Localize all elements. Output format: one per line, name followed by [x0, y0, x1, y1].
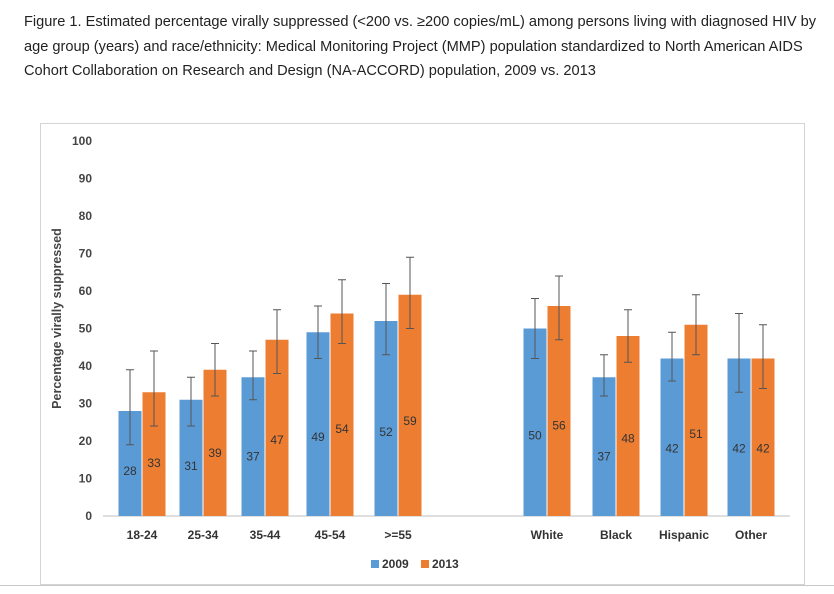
x-tick-label: Other — [735, 528, 767, 542]
bar-2013-Hispanic — [684, 324, 708, 516]
x-tick-label: 35-44 — [250, 528, 281, 542]
bar-2009-35-44 — [241, 377, 265, 516]
data-label: 54 — [335, 422, 349, 436]
x-tick-label: >=55 — [384, 528, 412, 542]
data-label: 51 — [689, 427, 703, 441]
data-label: 56 — [552, 419, 566, 433]
bar-2009-White — [523, 328, 547, 516]
data-label: 48 — [621, 432, 635, 446]
data-label: 33 — [147, 456, 161, 470]
data-label: 47 — [270, 433, 284, 447]
data-label: 37 — [597, 449, 611, 463]
data-label: 52 — [379, 425, 393, 439]
legend-swatch-2009 — [371, 560, 379, 568]
y-axis-label: Percentage virally suppressed — [50, 228, 64, 409]
data-label: 37 — [246, 449, 260, 463]
x-tick-label: White — [531, 528, 564, 542]
figure-title: Figure 1. Estimated percentage virally s… — [24, 14, 817, 79]
data-label: 31 — [184, 459, 198, 473]
data-label: 42 — [756, 441, 770, 455]
y-tick-label: 10 — [79, 472, 93, 486]
bar-2009-Other — [727, 358, 751, 516]
bar-2013-Other — [751, 358, 775, 516]
data-label: 28 — [123, 464, 137, 478]
bar-2013-45-54 — [330, 313, 354, 516]
bar-2013-35-44 — [265, 339, 289, 516]
y-tick-label: 90 — [79, 172, 93, 186]
legend-label: 2009 — [382, 557, 409, 571]
y-tick-label: 70 — [79, 247, 93, 261]
x-tick-label: 25-34 — [188, 528, 219, 542]
data-label: 49 — [311, 430, 325, 444]
x-tick-label: 45-54 — [315, 528, 346, 542]
data-label: 50 — [528, 428, 542, 442]
y-tick-label: 30 — [79, 397, 93, 411]
y-tick-label: 0 — [85, 509, 92, 523]
data-label: 42 — [732, 441, 746, 455]
y-tick-label: 100 — [72, 134, 92, 148]
legend-label: 2013 — [432, 557, 459, 571]
bar-2009-25-34 — [179, 399, 203, 516]
y-tick-label: 40 — [79, 359, 93, 373]
bar-2009-Hispanic — [660, 358, 684, 516]
y-tick-label: 60 — [79, 284, 93, 298]
data-label: 59 — [403, 414, 417, 428]
bar-2009-18-24 — [118, 411, 142, 516]
x-tick-label: 18-24 — [127, 528, 158, 542]
divider — [0, 585, 834, 586]
data-label: 42 — [665, 441, 679, 455]
legend-swatch-2013 — [421, 560, 429, 568]
bar-2013->=55 — [398, 294, 422, 516]
bar-2013-18-24 — [142, 392, 166, 516]
x-tick-label: Hispanic — [659, 528, 709, 542]
bar-2013-Black — [616, 336, 640, 516]
bar-2009->=55 — [374, 321, 398, 516]
y-tick-label: 50 — [79, 322, 93, 336]
bar-2013-White — [547, 306, 571, 516]
x-tick-label: Black — [600, 528, 632, 542]
bar-2009-Black — [592, 377, 616, 516]
bar-2013-25-34 — [203, 369, 227, 516]
y-tick-label: 20 — [79, 434, 93, 448]
y-tick-label: 80 — [79, 209, 93, 223]
bar-2009-45-54 — [306, 332, 330, 516]
data-label: 39 — [208, 446, 222, 460]
